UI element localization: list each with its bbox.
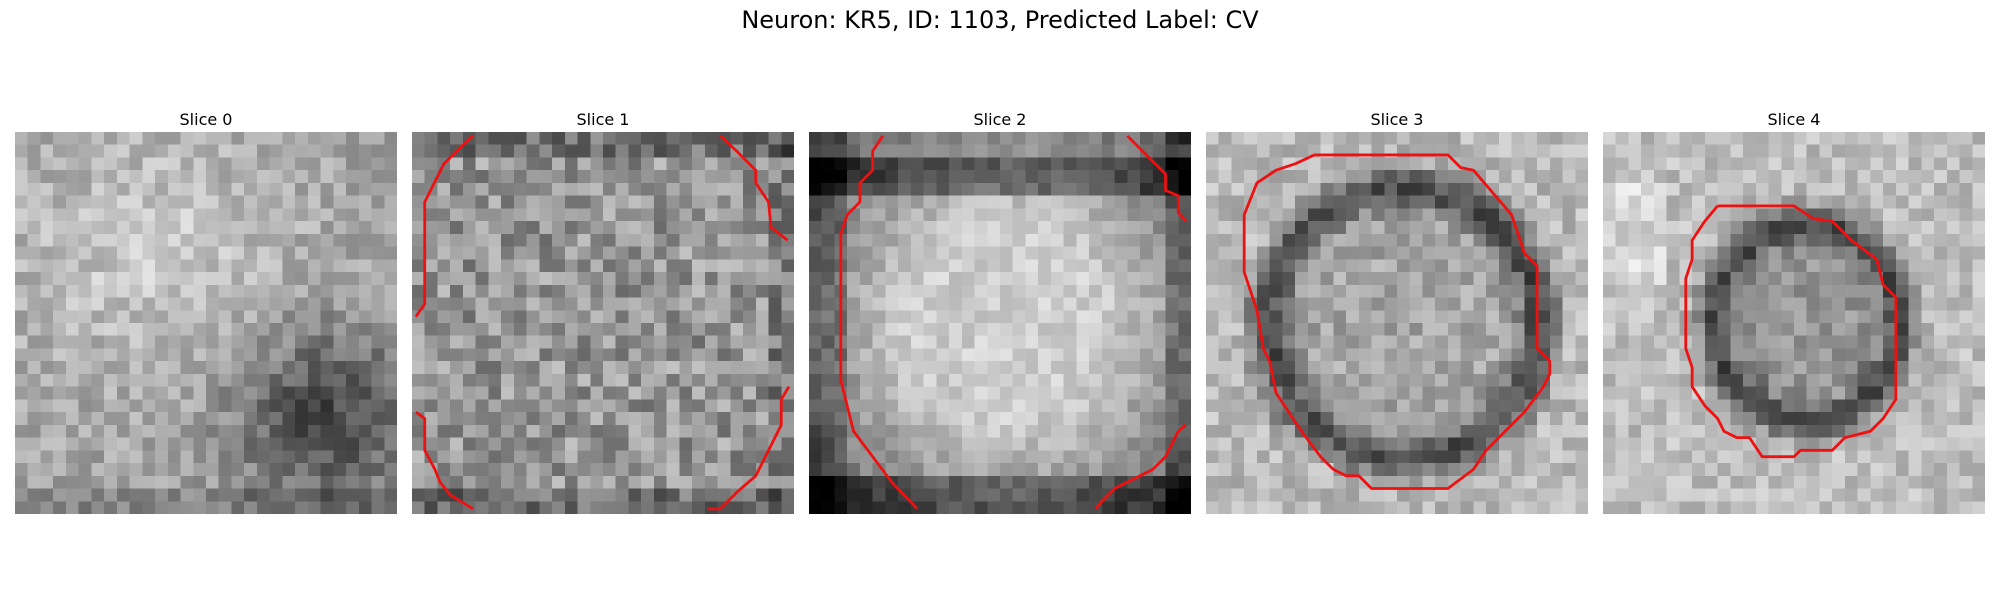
contour-outline	[415, 410, 474, 511]
contour-outline	[1094, 423, 1187, 510]
slice-image-4	[1603, 132, 1985, 514]
slice-title-4: Slice 4	[1767, 110, 1821, 129]
slice-title-0: Slice 0	[179, 110, 233, 129]
slice-panel-1: Slice 1	[412, 108, 794, 514]
contour-outline	[707, 385, 791, 511]
contour-outline	[1684, 204, 1898, 459]
figure-title: Neuron: KR5, ID: 1103, Predicted Label: …	[741, 6, 1259, 34]
slice-panel-2: Slice 2	[809, 108, 1191, 514]
contour-outline	[719, 134, 789, 242]
slice-image-3	[1206, 132, 1588, 514]
contour-outline	[1242, 153, 1552, 490]
slice-title-2: Slice 2	[973, 110, 1027, 129]
slice-panel-4: Slice 4	[1603, 108, 1985, 514]
contour-outline	[1126, 134, 1187, 223]
slice-title-1: Slice 1	[576, 110, 630, 129]
slice-image-0	[15, 132, 397, 514]
slice-panel-3: Slice 3	[1206, 108, 1588, 514]
slice-panel-0: Slice 0	[15, 108, 397, 514]
contour-outline	[414, 134, 475, 318]
slice-image-2	[809, 132, 1191, 514]
contour-outline	[839, 135, 919, 510]
slice-image-1	[412, 132, 794, 514]
slice-title-3: Slice 3	[1370, 110, 1424, 129]
